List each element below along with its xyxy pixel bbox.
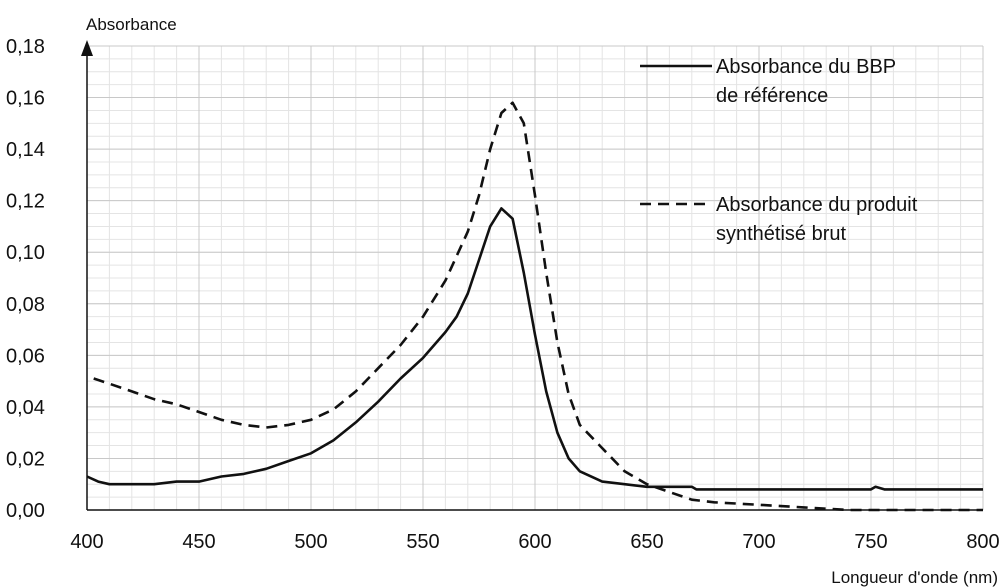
legend-label: Absorbance du BBP <box>716 56 896 78</box>
x-tick-label: 750 <box>854 531 887 553</box>
legend: Absorbance du BBP de référence Absorbance … <box>640 56 918 245</box>
x-tick-label: 700 <box>742 531 775 553</box>
x-tick-label: 450 <box>182 531 215 553</box>
series-line-product <box>93 101 983 512</box>
series-group <box>86 101 983 512</box>
y-tick-label: 0,02 <box>6 448 45 470</box>
y-tick-label: 0,04 <box>6 397 45 419</box>
x-axis-label: Longueur d'onde (nm) <box>831 568 998 587</box>
series-line-reference <box>86 207 983 491</box>
legend-label: Absorbance du produit <box>716 194 918 216</box>
y-axis-label: Absorbance <box>86 15 177 34</box>
x-tick-label: 650 <box>630 531 663 553</box>
y-tick-label: 0,06 <box>6 345 45 367</box>
legend-label: synthétisé brut <box>716 223 847 245</box>
y-tick-label: 0,00 <box>6 500 45 522</box>
y-tick-label: 0,12 <box>6 191 45 213</box>
y-tick-label: 0,18 <box>6 36 45 58</box>
y-tick-label: 0,10 <box>6 242 45 264</box>
x-tick-label: 600 <box>518 531 551 553</box>
y-tick-label: 0,14 <box>6 139 45 161</box>
x-tick-label: 400 <box>70 531 103 553</box>
y-axis-arrow-icon <box>81 40 93 56</box>
y-tick-label: 0,08 <box>6 294 45 316</box>
y-tick-label: 0,16 <box>6 88 45 110</box>
x-tick-label: 550 <box>406 531 439 553</box>
tick-labels: 400 450 500 550 600 650 700 750 800 0,00 0,02 0,04 0… <box>6 36 1000 553</box>
legend-label: de référence <box>716 85 828 107</box>
x-tick-label: 500 <box>294 531 327 553</box>
x-tick-label: 800 <box>966 531 999 553</box>
